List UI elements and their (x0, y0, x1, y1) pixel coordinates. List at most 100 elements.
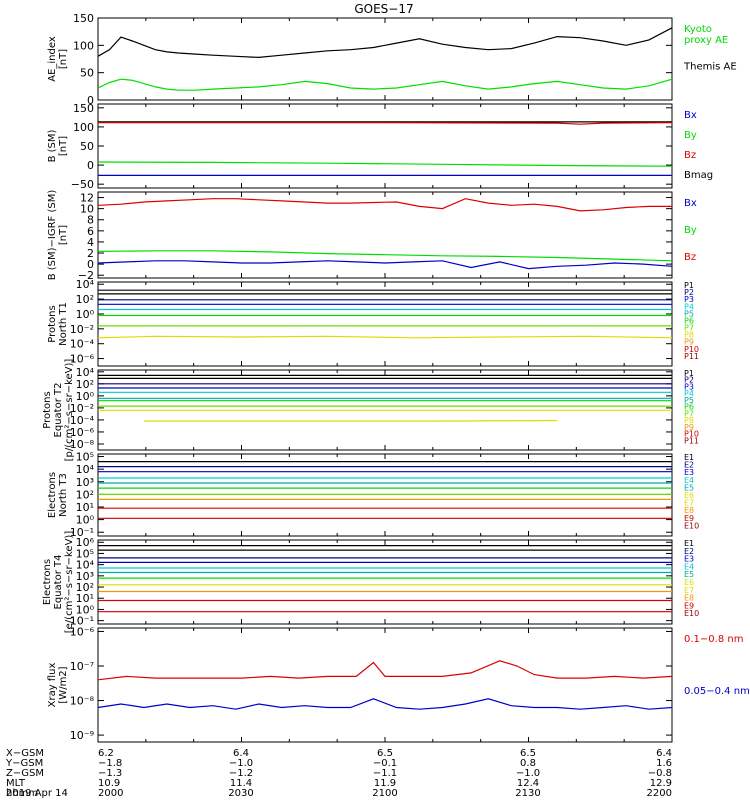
legend-label: Bx (684, 110, 697, 121)
panel-2: 150 100 50 0 −50 B (SM) [nT] Bx By Bz Bmag (47, 102, 713, 191)
legend-label: 0.05−0.4 nm (684, 686, 750, 697)
y-axis-label: [e/(cm²−s−sr−keV)] (64, 531, 75, 634)
series-line-0.05−0.4 nm (97, 698, 673, 710)
plot-title: GOES−17 (354, 2, 413, 16)
legend-label: Kyoto (684, 24, 712, 35)
legend-label: P2 (684, 376, 694, 385)
legend-label: P4 (684, 302, 694, 311)
y-tick-label: 12 (80, 192, 94, 205)
legend-label: P7 (684, 409, 694, 418)
footer-value: −1.2 (229, 768, 253, 779)
legend-label: E9 (684, 601, 694, 610)
footer-value: 0.8 (520, 758, 536, 769)
y-axis-label: [nT] (58, 49, 69, 69)
y-axis-label: Electrons (42, 559, 53, 605)
panel-8: 10⁻⁶ 10⁻⁷ 10⁻⁸ 10⁻⁹ Xray flux [W/m2] 0.1−0.8 n… (47, 625, 750, 743)
footer-value: 1.6 (656, 758, 672, 769)
footer-value: 10.9 (98, 778, 120, 789)
legend-label: E4 (684, 476, 694, 485)
series-line-Themis AE (97, 27, 673, 59)
footer-value: 6.4 (656, 748, 672, 759)
y-axis-label: Equator T2 (53, 383, 64, 438)
footer-value: 12.4 (517, 778, 539, 789)
y-tick-label: 10² (76, 293, 94, 306)
footer-value: −1.1 (373, 768, 397, 779)
footer-value: 6.4 (233, 748, 249, 759)
footer-row-label: X−GSM (6, 748, 44, 759)
panel-frame (97, 17, 673, 101)
footer-value: 11.9 (374, 778, 396, 789)
legend-label: P11 (684, 436, 699, 445)
y-tick-label: 10⁻⁸ (70, 695, 95, 708)
footer-row-label: hhmm (6, 788, 38, 799)
y-tick-label: 6 (87, 225, 94, 238)
y-tick-label: 10⁻⁶ (70, 625, 95, 638)
legend-label: E2 (684, 547, 694, 556)
y-tick-label: 10⁰ (76, 390, 95, 403)
panel-frame (97, 627, 673, 743)
y-tick-label: −2 (78, 269, 94, 282)
footer-value: −1.3 (98, 768, 122, 779)
footer-value: −1.0 (516, 768, 540, 779)
y-tick-label: 50 (80, 67, 94, 80)
y-tick-label: 10⁻² (70, 402, 94, 415)
legend-label: Bmag (684, 170, 713, 181)
legend-label: Themis AE (683, 61, 737, 72)
series-line-0.1−0.8 nm (97, 660, 673, 681)
legend-label: P8 (684, 416, 694, 425)
legend-label: E8 (684, 594, 694, 603)
y-tick-label: 10⁴ (76, 278, 95, 291)
footer-value: −0.8 (648, 768, 672, 779)
y-tick-label: 10⁴ (76, 463, 95, 476)
y-tick-label: 2 (87, 247, 94, 260)
legend-label: P2 (684, 288, 694, 297)
y-tick-label: 10⁻⁶ (70, 426, 95, 439)
y-axis-label: Electrons (47, 472, 58, 518)
footer-value: 11.4 (230, 778, 252, 789)
y-tick-label: 10⁰ (76, 514, 95, 527)
y-tick-label: 10² (76, 488, 94, 501)
y-tick-label: 10⁴ (76, 366, 95, 379)
legend-label: By (684, 130, 697, 141)
legend-label: P6 (684, 403, 694, 412)
y-tick-label: 10⁵ (76, 451, 94, 464)
y-tick-label: 10 (80, 203, 94, 216)
legend-label: E6 (684, 491, 694, 500)
legend-label: P7 (684, 324, 694, 333)
legend-label: E3 (684, 555, 694, 564)
legend-label: P10 (684, 430, 699, 439)
legend-label: E3 (684, 468, 694, 477)
legend-label: P1 (684, 281, 694, 290)
series-line-P9b (143, 419, 558, 422)
y-axis-label: B (SM) (47, 129, 58, 162)
footer-value: 12.9 (650, 778, 672, 789)
y-axis-label: Equator T4 (53, 555, 64, 610)
legend-label: Bx (684, 198, 697, 209)
footer-value: 2200 (647, 788, 672, 799)
y-tick-label: 0 (87, 94, 94, 107)
legend-label: P5 (684, 309, 694, 318)
y-tick-label: 4 (87, 236, 94, 249)
legend-label: E4 (684, 562, 694, 571)
footer-value: 2100 (372, 788, 397, 799)
legend-label: P11 (684, 352, 699, 361)
y-axis-label: [W/m2] (58, 666, 69, 703)
y-tick-label: 0 (87, 258, 94, 271)
legend-label: E8 (684, 506, 694, 515)
y-axis-label: [p/(cm²−s−sr−keV)] (64, 359, 75, 462)
legend-label: Bz (684, 252, 696, 263)
y-tick-label: 10⁻⁹ (70, 729, 94, 742)
y-tick-label: 10³ (76, 570, 94, 583)
footer-value: 2030 (228, 788, 253, 799)
footer-value: −1.0 (229, 758, 253, 769)
y-tick-label: 10¹ (76, 592, 94, 605)
footer-row-label: Y−GSM (5, 758, 43, 769)
legend-label: E1 (684, 453, 694, 462)
footer-value: 6.5 (377, 748, 393, 759)
legend-label: P8 (684, 331, 694, 340)
footer-value: 6.2 (98, 748, 114, 759)
